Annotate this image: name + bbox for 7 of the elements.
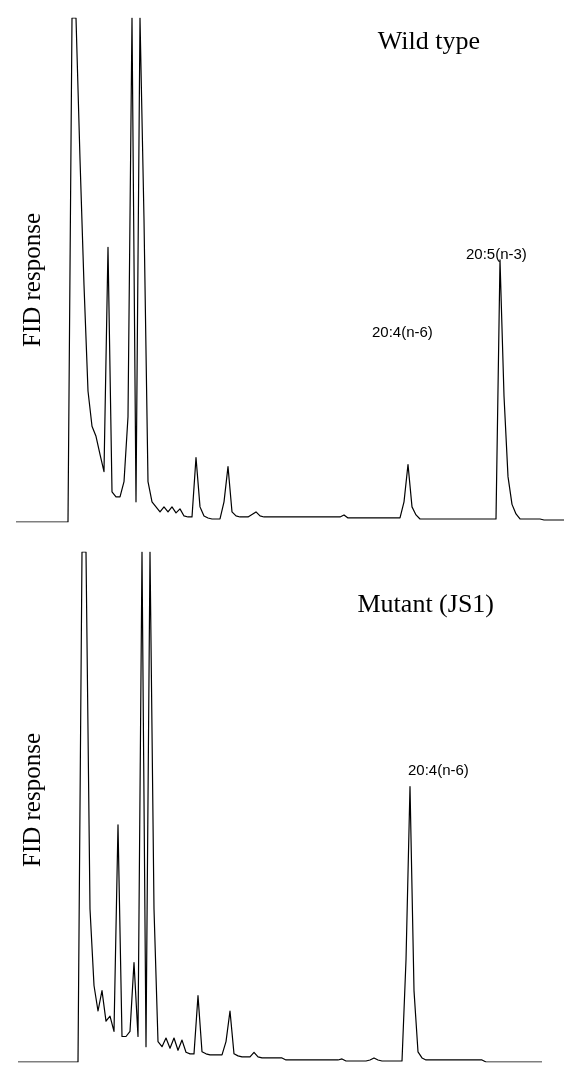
annotation: 20:4(n-6)	[408, 761, 469, 778]
annotation: 20:5(n-3)	[466, 245, 527, 262]
y-axis-title: FID response	[18, 732, 46, 868]
chart-title: Wild type	[377, 25, 481, 55]
text: Mutant (JS1)	[357, 588, 494, 618]
y-axis-title: FID response	[18, 212, 46, 348]
annotation: 20:4(n-6)	[372, 323, 433, 340]
